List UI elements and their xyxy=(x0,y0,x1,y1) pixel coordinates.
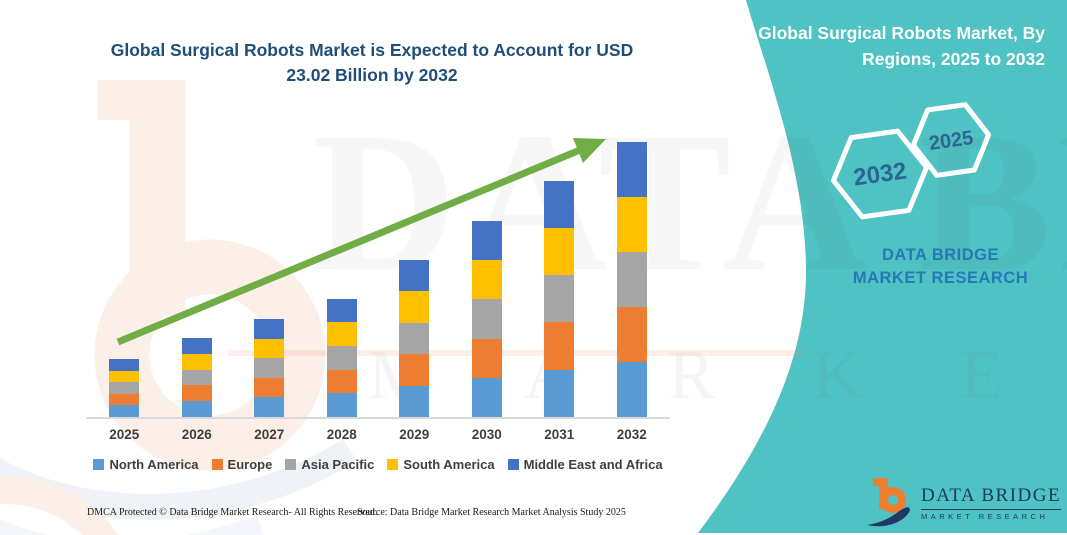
bar-segment-2030-asia-pacific xyxy=(471,299,502,339)
bar-segment-2030-north-america xyxy=(471,377,502,417)
bar-segment-2031-asia-pacific xyxy=(544,275,575,323)
stacked-bar-chart xyxy=(88,117,668,417)
logo-b-icon xyxy=(867,478,910,527)
hexagon-badges: 2032 2025 xyxy=(830,102,992,220)
chart-legend: North America Europe Asia Pacific South Ame… xyxy=(78,457,678,472)
bar-segment-2028-south-america xyxy=(326,322,357,346)
legend-label: Middle East and Africa xyxy=(523,457,663,472)
dmca-notice: DMCA Protected © Data Bridge Market Rese… xyxy=(87,507,378,518)
bar-2026 xyxy=(181,338,212,417)
bar-segment-2031-europe xyxy=(544,322,575,370)
legend-swatch-icon xyxy=(507,459,519,470)
bar-segment-2031-south-america xyxy=(544,227,575,276)
panel-title: Global Surgical Robots Market, By Region… xyxy=(758,23,1045,70)
legend-item-asia-pacific: Asia Pacific xyxy=(285,457,374,472)
x-axis-label-2028: 2028 xyxy=(326,427,357,442)
x-axis-label-2025: 2025 xyxy=(109,427,140,442)
bar-segment-2025-middle-east-and-africa xyxy=(109,359,140,371)
legend-item-middle-east-and-africa: Middle East and Africa xyxy=(507,457,663,472)
bar-segment-2025-south-america xyxy=(109,370,140,383)
bar-segment-2029-middle-east-and-africa xyxy=(399,260,430,292)
bar-2025 xyxy=(109,359,140,417)
chart-title: Global Surgical Robots Market is Expecte… xyxy=(110,40,634,86)
legend-label: South America xyxy=(403,457,495,472)
bar-segment-2027-europe xyxy=(254,377,285,398)
legend-item-europe: Europe xyxy=(211,457,273,472)
legend-label: North America xyxy=(109,457,199,472)
bar-segment-2026-south-america xyxy=(181,353,212,370)
bar-segment-2026-north-america xyxy=(181,401,212,417)
bar-segment-2026-europe xyxy=(181,385,212,402)
legend-item-north-america: North America xyxy=(93,457,199,472)
bar-segment-2029-south-america xyxy=(399,291,430,323)
logo-wordmark: DATA BRIDGE xyxy=(921,485,1062,510)
bar-segment-2032-asia-pacific xyxy=(616,252,647,307)
x-axis-labels: 2025 2026 2027 2028 2029 2030 2031 2032 xyxy=(88,427,668,442)
bar-segment-2031-middle-east-and-africa xyxy=(544,180,575,228)
bar-2028 xyxy=(326,298,357,417)
bar-segment-2029-north-america xyxy=(399,385,430,417)
bar-segment-2032-south-america xyxy=(616,197,647,252)
x-axis-label-2031: 2031 xyxy=(544,427,575,442)
bar-segment-2030-middle-east-and-africa xyxy=(471,221,502,261)
brand-text: DATA BRIDGE MARKET RESEARCH xyxy=(852,246,1029,288)
bar-segment-2028-middle-east-and-africa xyxy=(326,298,357,323)
legend-swatch-icon xyxy=(211,459,223,470)
bar-segment-2030-south-america xyxy=(471,260,502,300)
bar-segment-2026-asia-pacific xyxy=(181,369,212,386)
bar-segment-2028-north-america xyxy=(326,393,357,417)
bar-segment-2025-europe xyxy=(109,393,140,406)
bar-segment-2025-asia-pacific xyxy=(109,382,140,394)
bar-segment-2029-europe xyxy=(399,354,430,386)
bar-segment-2032-middle-east-and-africa xyxy=(616,141,647,197)
bar-segment-2027-north-america xyxy=(254,397,285,417)
x-axis-label-2032: 2032 xyxy=(616,427,647,442)
legend-label: Asia Pacific xyxy=(301,457,375,472)
bar-2030 xyxy=(471,221,502,417)
hexagon-2032-label: 2032 xyxy=(852,157,909,191)
x-axis-label-2027: 2027 xyxy=(254,427,285,442)
bar-segment-2027-asia-pacific xyxy=(254,358,285,378)
legend-item-south-america: South America xyxy=(387,457,495,472)
bar-segment-2032-north-america xyxy=(616,362,647,417)
bar-2027 xyxy=(254,319,285,417)
hexagon-2025-label: 2025 xyxy=(928,127,975,155)
hexagon-2025: 2025 xyxy=(910,102,992,178)
bar-segment-2026-middle-east-and-africa xyxy=(181,338,212,354)
bar-segment-2030-europe xyxy=(471,338,502,378)
bar-segment-2032-europe xyxy=(616,307,647,362)
legend-swatch-icon xyxy=(93,459,105,470)
x-axis-label-2029: 2029 xyxy=(399,427,430,442)
bar-segment-2025-north-america xyxy=(109,405,140,417)
legend-swatch-icon xyxy=(285,459,297,470)
bar-segment-2028-asia-pacific xyxy=(326,345,357,370)
bar-segment-2029-asia-pacific xyxy=(399,322,430,355)
x-axis-label-2026: 2026 xyxy=(181,427,212,442)
legend-swatch-icon xyxy=(387,459,399,470)
x-axis-label-2030: 2030 xyxy=(471,427,502,442)
bar-segment-2027-south-america xyxy=(254,338,285,359)
source-note: Source: Data Bridge Market Research Mark… xyxy=(357,507,626,518)
legend-label: Europe xyxy=(227,457,273,472)
bar-segment-2027-middle-east-and-africa xyxy=(254,319,285,339)
bar-2029 xyxy=(399,260,430,417)
bar-segment-2028-europe xyxy=(326,369,357,394)
company-logo: DATA BRIDGE MARKET RESEARCH xyxy=(866,476,1062,530)
bar-2031 xyxy=(544,180,575,417)
bar-2032 xyxy=(616,141,647,417)
x-axis-line xyxy=(86,417,670,419)
bar-segment-2031-north-america xyxy=(544,369,575,417)
logo-subtext: MARKET RESEARCH xyxy=(921,512,1049,521)
watermark-band xyxy=(228,350,803,356)
